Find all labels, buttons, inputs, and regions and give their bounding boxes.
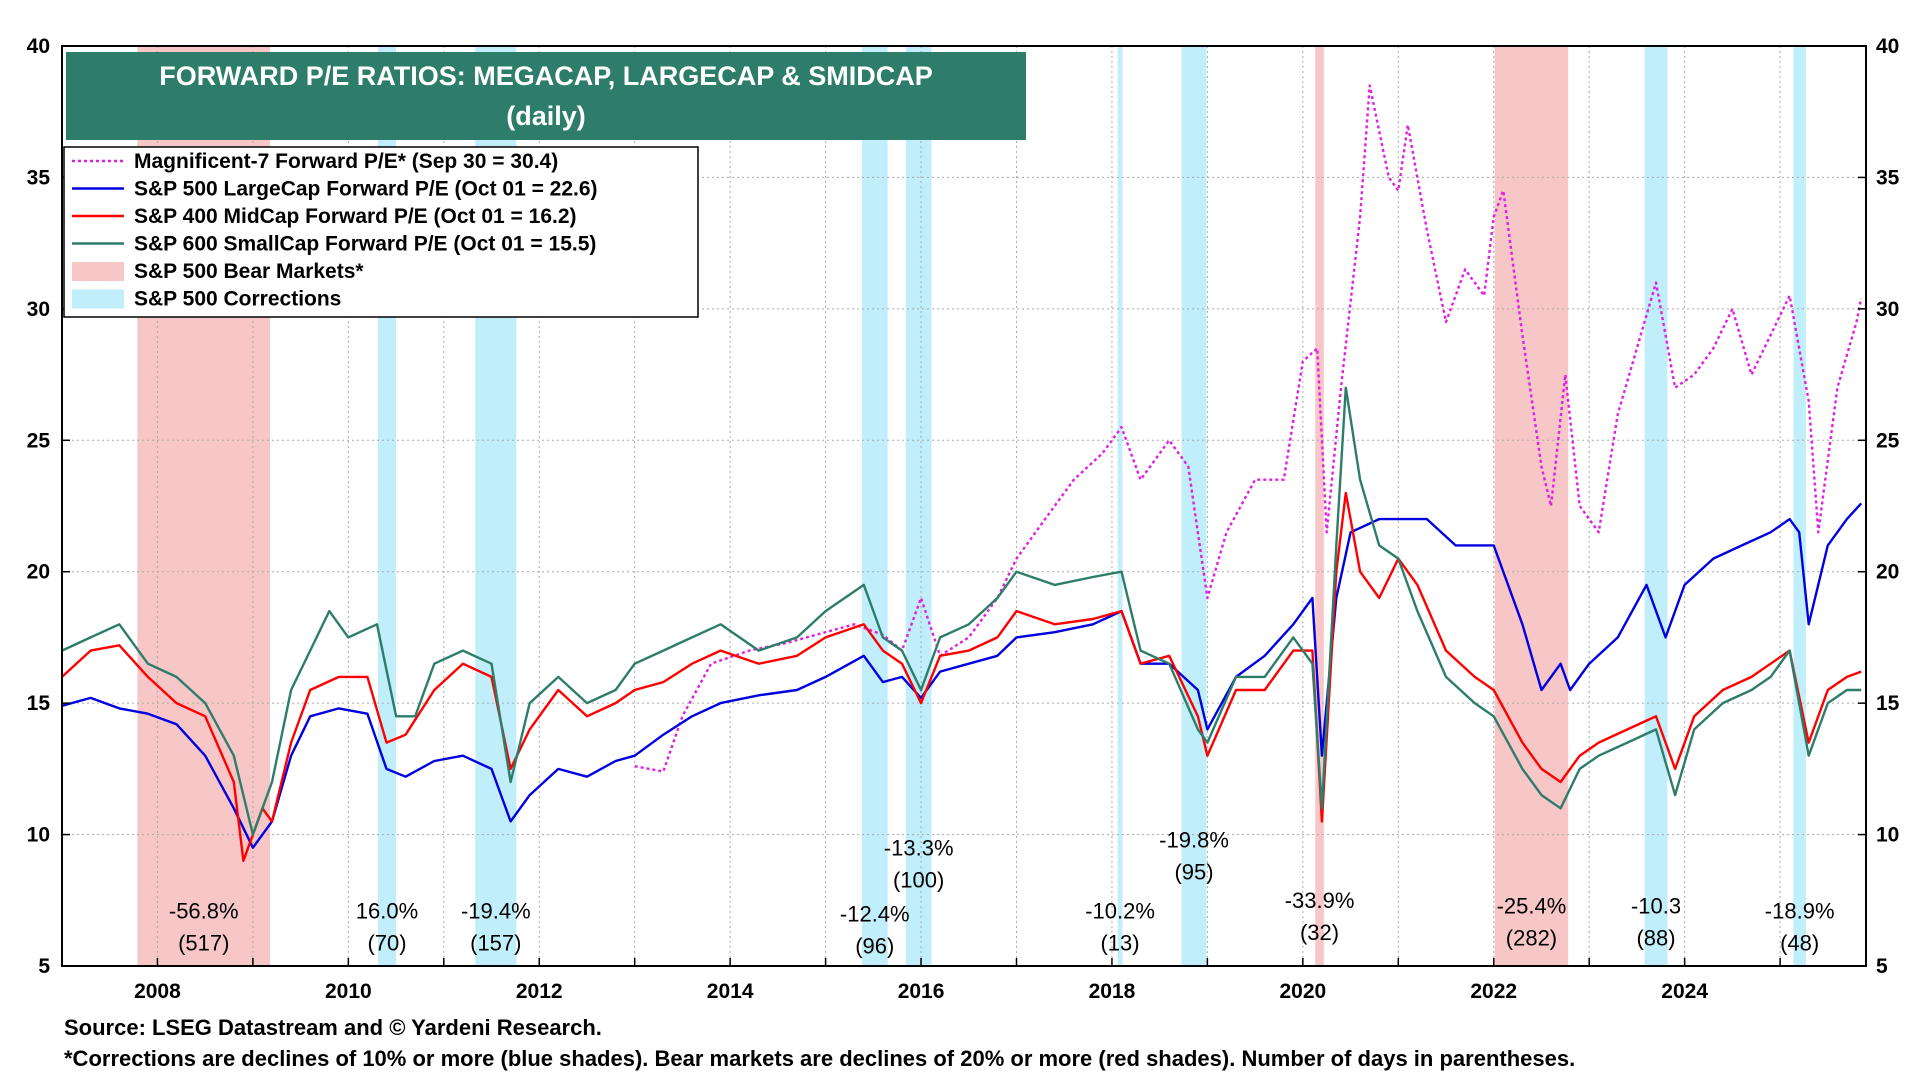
region-label-7: -33.9% [1285, 888, 1355, 913]
x-tick-2012: 2012 [516, 980, 563, 1003]
legend-swatch-4 [72, 262, 124, 281]
footnote: *Corrections are declines of 10% or more… [64, 1046, 1575, 1071]
y-tick-left-20: 20 [27, 561, 50, 584]
x-tick-2014: 2014 [707, 980, 754, 1003]
x-tick-2008: 2008 [134, 980, 181, 1003]
legend-label-0: Magnificent-7 Forward P/E* (Sep 30 = 30.… [134, 150, 558, 173]
y-tick-left-10: 10 [27, 824, 50, 847]
y-tick-left-35: 35 [27, 166, 51, 189]
series-lines [61, 84, 1863, 863]
region-label-8: -25.4% [1497, 893, 1567, 918]
y-tick-left-15: 15 [27, 692, 51, 715]
legend-box [63, 146, 699, 318]
title-box: FORWARD P/E RATIOS: MEGACAP, LARGECAP & … [66, 52, 1026, 140]
region-annotations: -56.8% (517) 16.0% (70) -19.4% (157) -12.4% (96… [169, 828, 1835, 959]
y-tick-right-20: 20 [1876, 561, 1899, 584]
shade-correction-9 [1644, 46, 1668, 966]
y-tick-right-15: 15 [1876, 692, 1900, 715]
y-tick-right-10: 10 [1876, 824, 1899, 847]
legend: Magnificent-7 Forward P/E* (Sep 30 = 30.… [63, 146, 699, 318]
region-days-4: (100) [893, 868, 944, 893]
series-line-0 [634, 84, 1863, 773]
series-line-1 [61, 502, 1863, 849]
legend-label-4: S&P 500 Bear Markets* [134, 260, 364, 283]
legend-swatch-5 [72, 289, 124, 309]
region-days-9: (88) [1636, 925, 1675, 950]
x-tick-2018: 2018 [1089, 980, 1136, 1003]
series-line-2 [61, 491, 1862, 863]
y-tick-right-30: 30 [1876, 298, 1899, 321]
x-tick-2010: 2010 [325, 980, 372, 1003]
region-label-10: -18.9% [1765, 899, 1835, 924]
y-tick-left-25: 25 [27, 429, 51, 452]
region-label-3: -12.4% [840, 901, 910, 926]
y-tick-right-25: 25 [1876, 429, 1900, 452]
shade-correction-10 [1793, 46, 1806, 966]
region-days-5: (13) [1100, 931, 1139, 956]
region-days-8: (282) [1506, 925, 1557, 950]
shade-bear-8 [1494, 46, 1569, 966]
shade-correction-3 [861, 46, 888, 966]
x-tick-2022: 2022 [1470, 980, 1517, 1003]
region-days-6: (95) [1174, 860, 1213, 885]
plot-frame [61, 45, 1867, 967]
region-days-2: (157) [470, 931, 521, 956]
region-days-3: (96) [855, 933, 894, 958]
x-tick-2020: 2020 [1279, 980, 1326, 1003]
chart-title: FORWARD P/E RATIOS: MEGACAP, LARGECAP & … [159, 61, 933, 91]
region-label-0: -56.8% [169, 899, 239, 924]
region-label-9: -10.3 [1631, 893, 1681, 918]
shade-correction-5 [1117, 46, 1123, 966]
chart-subtitle: (daily) [506, 101, 586, 131]
region-label-6: -19.8% [1159, 828, 1229, 853]
series-line-3 [61, 386, 1862, 836]
x-tick-2016: 2016 [898, 980, 945, 1003]
region-label-5: -10.2% [1085, 899, 1155, 924]
legend-label-2: S&P 400 MidCap Forward P/E (Oct 01 = 16.… [134, 205, 577, 228]
legend-label-1: S&P 500 LargeCap Forward P/E (Oct 01 = 2… [134, 178, 598, 201]
y-tick-left-5: 5 [38, 955, 50, 978]
shade-bear-7 [1315, 46, 1324, 966]
legend-label-3: S&P 600 SmallCap Forward P/E (Oct 01 = 1… [134, 233, 596, 256]
y-tick-right-35: 35 [1876, 166, 1900, 189]
x-tick-2024: 2024 [1661, 980, 1708, 1003]
axes [61, 45, 1867, 967]
y-tick-right-40: 40 [1876, 35, 1899, 58]
y-tick-left-40: 40 [27, 35, 50, 58]
region-label-2: -19.4% [461, 899, 531, 924]
legend-label-5: S&P 500 Corrections [134, 288, 341, 311]
region-label-4: -13.3% [884, 836, 954, 861]
y-tick-left-30: 30 [27, 298, 50, 321]
region-days-10: (48) [1780, 931, 1819, 956]
region-label-1: 16.0% [356, 899, 418, 924]
source-note: Source: LSEG Datastream and © Yardeni Re… [64, 1015, 602, 1040]
title-background [66, 52, 1026, 140]
region-days-0: (517) [178, 931, 229, 956]
region-days-7: (32) [1300, 920, 1339, 945]
shade-correction-4 [905, 46, 932, 966]
shade-correction-6 [1181, 46, 1207, 966]
region-days-1: (70) [367, 931, 406, 956]
y-tick-right-5: 5 [1876, 955, 1888, 978]
